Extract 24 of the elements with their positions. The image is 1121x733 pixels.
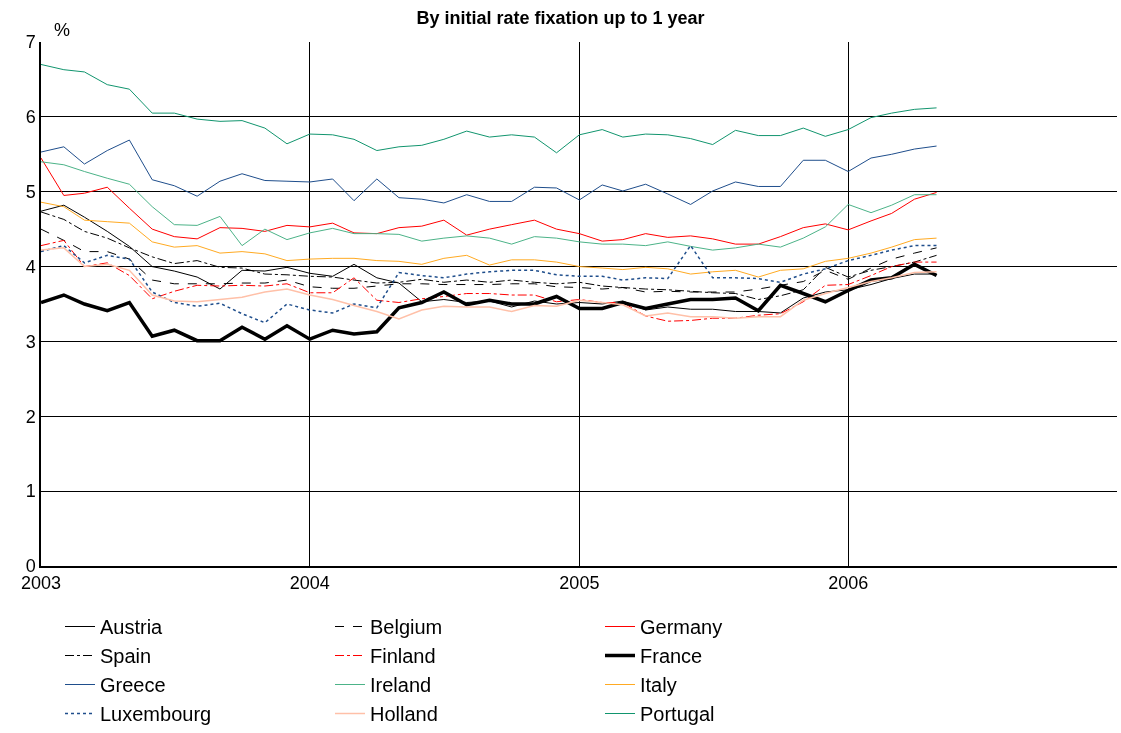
y-axis-title: % <box>54 20 71 40</box>
y-tick-label: 5 <box>25 182 36 203</box>
legend-label: Austria <box>100 616 164 639</box>
chart-title: By initial rate fixation up to 1 year <box>416 7 705 28</box>
y-tick-label: 2 <box>25 406 36 427</box>
legend-label: Finland <box>370 645 436 668</box>
legend-label: Germany <box>640 616 723 639</box>
legend-label: Belgium <box>370 616 443 639</box>
legend-label: Spain <box>100 645 152 668</box>
y-tick-label: 7 <box>25 32 36 53</box>
legend-label: Ireland <box>370 674 432 697</box>
y-tick-label: 6 <box>25 107 36 128</box>
legend-label: Greece <box>100 674 166 697</box>
legend-label: Italy <box>640 674 677 697</box>
legend-label: Portugal <box>640 703 715 726</box>
x-tick-label: 2005 <box>559 573 600 594</box>
x-tick-label: 2004 <box>289 573 330 594</box>
y-tick-label: 1 <box>25 481 36 502</box>
y-tick-label: 4 <box>25 256 36 277</box>
y-tick-label: 3 <box>25 331 36 352</box>
legend-label: France <box>640 645 703 668</box>
legend-label: Luxembourg <box>100 703 212 726</box>
x-tick-label: 2006 <box>828 573 869 594</box>
legend-label: Holland <box>370 703 438 726</box>
